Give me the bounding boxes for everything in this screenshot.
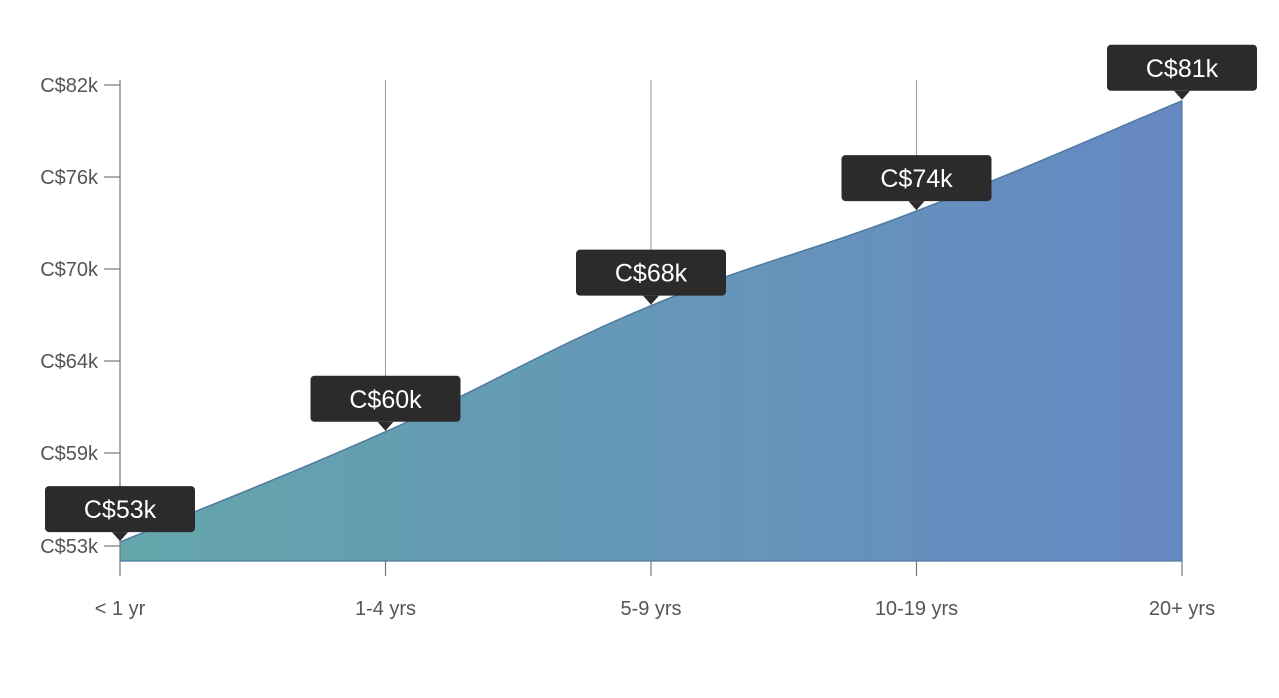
y-tick-label: C$64k — [40, 351, 99, 373]
callout-box — [841, 155, 992, 202]
x-tick-label: 10-19 yrs — [875, 598, 958, 620]
callout-pointer — [643, 295, 659, 305]
y-tick-label: C$53k — [40, 536, 99, 558]
data-label-callout: C$53k — [45, 486, 195, 542]
data-label: C$74k — [880, 165, 953, 193]
callout-pointer — [112, 532, 128, 542]
data-label: C$81k — [1146, 55, 1219, 83]
x-axis-ticks: < 1 yr 1-4 yrs 5-9 yrs 10-19 yrs 20+ yrs — [95, 561, 1215, 620]
callout-box — [576, 249, 726, 296]
data-label-callout: C$68k — [576, 249, 726, 305]
data-label-callout: C$81k — [1107, 44, 1257, 100]
x-tick-label: 20+ yrs — [1149, 598, 1215, 620]
callout-box — [310, 375, 461, 422]
callout-pointer — [908, 201, 925, 211]
y-tick-label: C$82k — [40, 75, 99, 97]
data-label: C$68k — [615, 260, 688, 288]
x-tick-label: 5-9 yrs — [620, 598, 681, 620]
callout-pointer — [1174, 90, 1190, 100]
data-label-callouts: C$53k C$60k C$68k C$74k C$81k — [45, 44, 1257, 542]
series-line — [119, 100, 1183, 543]
callout-pointer — [377, 421, 394, 431]
x-tick-label: 1-4 yrs — [355, 598, 416, 620]
data-label-callout: C$60k — [310, 375, 461, 431]
x-tick-label: < 1 yr — [95, 598, 146, 620]
y-axis-ticks: C$53k C$59k C$64k C$70k C$76k C$82k — [40, 75, 120, 558]
y-tick-label: C$59k — [40, 443, 99, 465]
data-label-callout: C$74k — [841, 155, 992, 211]
callout-box — [1107, 44, 1257, 91]
data-label: C$53k — [84, 496, 157, 524]
area-fill — [120, 100, 1182, 561]
y-tick-label: C$70k — [40, 259, 99, 281]
callout-box — [45, 486, 195, 533]
data-label: C$60k — [349, 386, 422, 414]
y-tick-label: C$76k — [40, 167, 99, 189]
area-series — [119, 100, 1183, 561]
